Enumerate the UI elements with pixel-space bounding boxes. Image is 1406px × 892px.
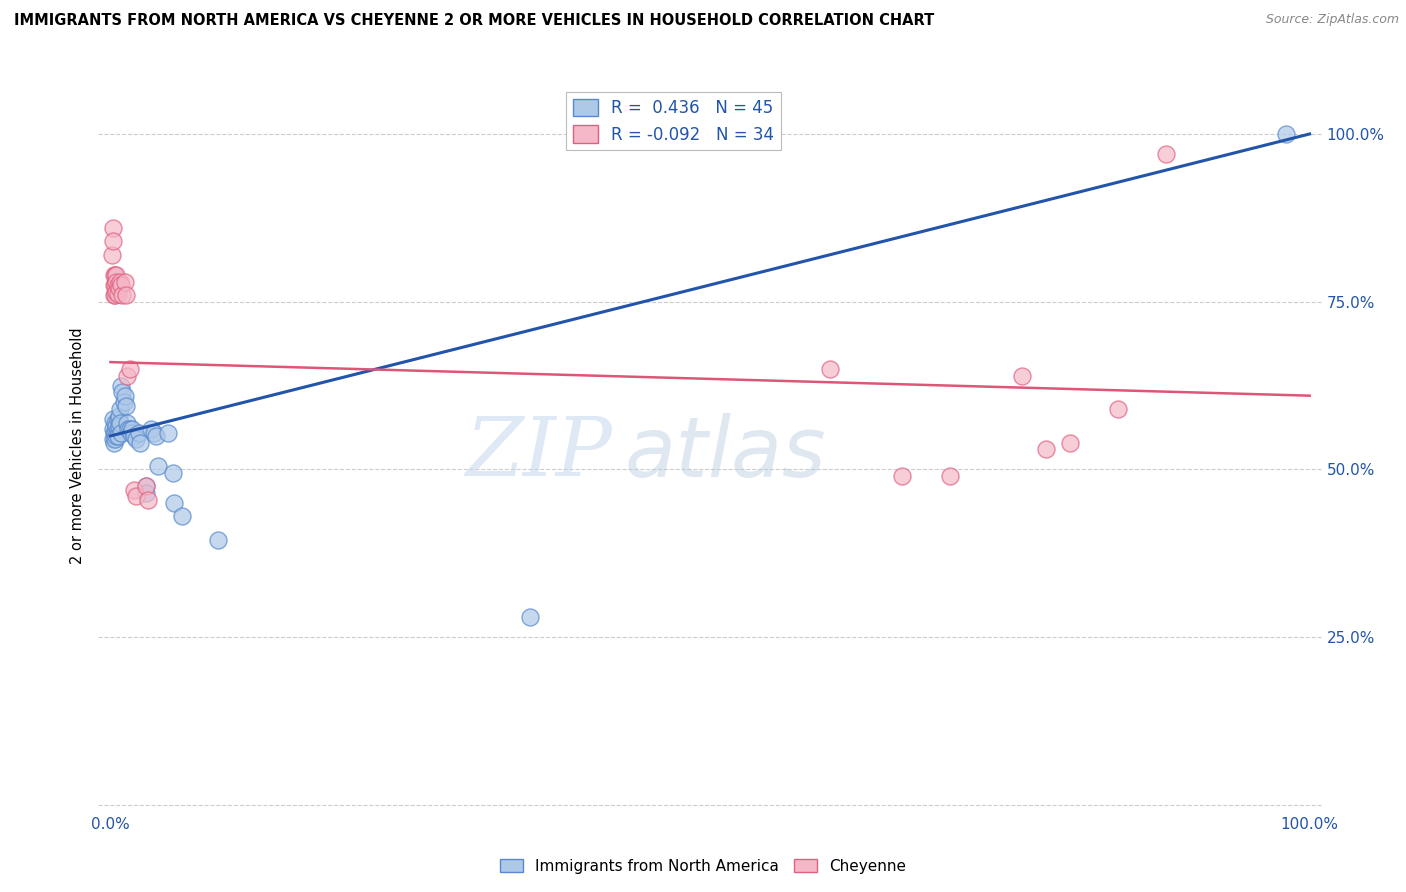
Point [111,385,134,400]
Text: atlas: atlas [624,413,827,494]
Point [124,429,146,443]
Point [124,489,146,503]
Point [120,425,142,440]
Point [148,459,170,474]
Point [105,268,128,282]
Point [145,429,167,443]
Point [156,425,179,440]
Point [136,492,159,507]
Point [1011,368,1033,383]
Point [1154,147,1177,161]
Point [101,235,124,249]
Point [103,268,125,282]
Point [105,418,128,433]
Point [107,429,129,443]
Point [110,277,132,292]
Point [104,288,127,302]
Point [108,402,131,417]
Point [101,432,124,446]
Point [108,281,131,295]
Point [105,429,128,443]
Point [108,416,131,430]
Point [114,275,136,289]
Point [121,422,143,436]
Point [114,389,136,403]
Point [104,432,127,446]
Point [1035,442,1057,457]
Text: IMMIGRANTS FROM NORTH AMERICA VS CHEYENNE 2 OR MORE VEHICLES IN HOUSEHOLD CORREL: IMMIGRANTS FROM NORTH AMERICA VS CHEYENN… [14,13,935,29]
Point [128,425,150,440]
Point [124,483,146,497]
Point [112,395,135,409]
Point [118,361,141,376]
Point [129,435,152,450]
Point [124,432,146,446]
Text: ZIP: ZIP [465,413,612,493]
Point [135,479,157,493]
Point [111,288,134,302]
Point [103,425,125,440]
Point [104,277,127,292]
Point [101,221,124,235]
Point [141,422,163,436]
Point [135,479,157,493]
Point [103,288,125,302]
Point [108,409,131,423]
Point [104,268,127,282]
Point [142,425,165,440]
Point [107,422,129,436]
Text: Source: ZipAtlas.com: Source: ZipAtlas.com [1265,13,1399,27]
Point [107,277,129,292]
Point [115,399,138,413]
Point [105,285,128,299]
Point [107,412,129,426]
Point [108,275,131,289]
Point [110,378,132,392]
Point [100,248,122,262]
Point [104,425,127,440]
Point [939,469,962,483]
Point [105,275,128,289]
Point [108,418,131,433]
Point [115,368,138,383]
Point [818,361,841,376]
Legend: Immigrants from North America, Cheyenne: Immigrants from North America, Cheyenne [494,853,912,880]
Point [107,286,129,301]
Point [101,422,124,436]
Point [890,469,912,483]
Point [104,416,127,430]
Point [118,422,141,436]
Point [519,610,541,624]
Point [1059,435,1081,450]
Point [172,509,194,524]
Point [163,496,186,510]
Point [110,425,132,440]
Point [117,422,139,436]
Point [1274,127,1296,141]
Point [162,466,184,480]
Point [115,416,138,430]
Point [103,277,125,292]
Point [101,412,124,426]
Y-axis label: 2 or more Vehicles in Household: 2 or more Vehicles in Household [70,327,86,565]
Point [135,486,157,500]
Point [207,533,229,547]
Point [115,288,138,302]
Point [1107,402,1129,417]
Point [103,435,125,450]
Legend: R =  0.436   N = 45, R = -0.092   N = 34: R = 0.436 N = 45, R = -0.092 N = 34 [567,92,780,150]
